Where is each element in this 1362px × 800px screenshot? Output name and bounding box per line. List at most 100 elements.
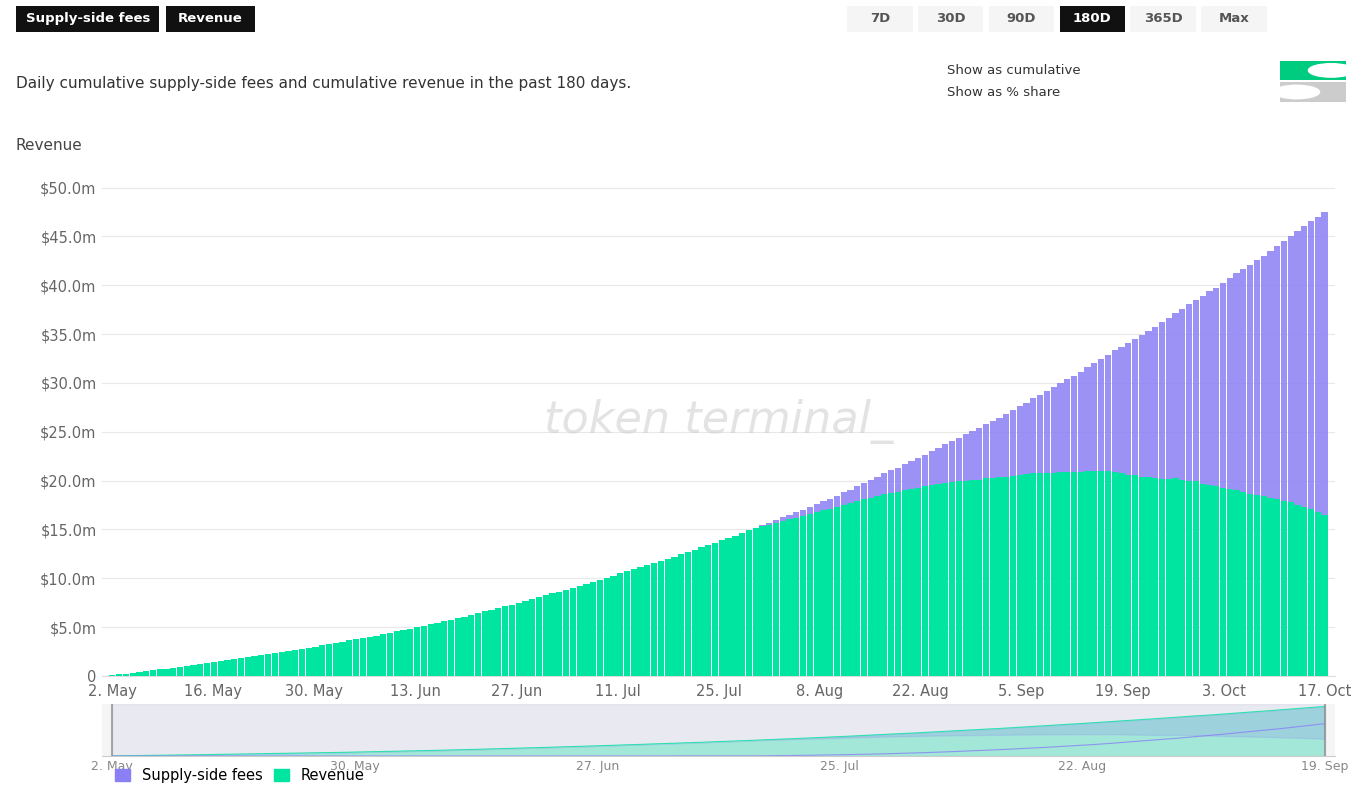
Bar — [1186, 305, 1192, 481]
Bar — [1139, 335, 1145, 477]
Bar — [644, 565, 651, 676]
Text: Revenue: Revenue — [178, 12, 242, 26]
Bar — [977, 480, 982, 676]
Bar — [1207, 485, 1212, 676]
Bar — [949, 482, 955, 676]
Bar — [1152, 478, 1159, 676]
Bar — [772, 520, 779, 523]
Bar — [895, 491, 902, 676]
Bar — [631, 569, 637, 676]
Bar — [799, 510, 806, 516]
Bar — [813, 512, 820, 676]
Bar — [1166, 478, 1171, 676]
Bar — [1030, 473, 1036, 676]
Bar — [576, 586, 583, 676]
Bar — [847, 490, 854, 503]
Bar — [150, 670, 157, 676]
Bar — [827, 498, 834, 509]
Bar — [902, 464, 908, 490]
Bar — [779, 521, 786, 676]
Text: Max: Max — [1219, 12, 1249, 26]
Bar — [373, 635, 380, 676]
Bar — [597, 580, 603, 676]
Bar — [665, 559, 670, 676]
Bar — [563, 590, 569, 676]
Bar — [1077, 372, 1084, 471]
Bar — [1254, 494, 1260, 676]
Bar — [902, 490, 908, 676]
Bar — [1004, 477, 1009, 676]
Bar — [1234, 490, 1239, 676]
Bar — [143, 671, 150, 676]
Bar — [1011, 410, 1016, 475]
Bar — [163, 669, 170, 676]
Bar — [339, 642, 346, 676]
Bar — [1193, 300, 1199, 481]
Text: Show as cumulative: Show as cumulative — [947, 64, 1080, 77]
Bar — [753, 529, 759, 676]
Bar — [922, 486, 928, 676]
Bar — [1036, 473, 1043, 676]
Bar — [1023, 402, 1030, 474]
Bar — [692, 550, 697, 676]
Bar — [840, 505, 847, 676]
Bar — [170, 667, 176, 676]
Bar — [590, 582, 597, 676]
Bar — [1294, 506, 1301, 676]
Bar — [252, 656, 257, 676]
Bar — [760, 526, 765, 676]
Bar — [834, 507, 840, 676]
Bar — [1287, 236, 1294, 502]
Bar — [184, 666, 189, 676]
Bar — [1308, 221, 1314, 509]
Bar — [637, 567, 644, 676]
Bar — [970, 431, 975, 481]
Bar — [915, 488, 921, 676]
Bar — [983, 478, 989, 676]
Bar — [1273, 246, 1280, 499]
Bar — [1105, 471, 1111, 676]
Bar — [414, 627, 421, 676]
Text: Show as % share: Show as % share — [947, 86, 1060, 98]
Text: 180D: 180D — [1073, 12, 1111, 26]
Bar — [1098, 359, 1105, 471]
Bar — [1057, 383, 1064, 472]
Bar — [854, 486, 861, 501]
Bar — [799, 516, 806, 676]
Bar — [861, 483, 868, 499]
Bar — [305, 648, 312, 676]
Bar — [936, 448, 941, 484]
Bar — [956, 438, 962, 482]
Bar — [786, 519, 793, 676]
Bar — [1036, 395, 1043, 473]
Bar — [610, 576, 617, 676]
Bar — [997, 478, 1002, 676]
Bar — [834, 496, 840, 507]
Bar — [990, 478, 996, 676]
Bar — [1011, 475, 1016, 676]
Bar — [1057, 472, 1064, 676]
Bar — [542, 595, 549, 676]
Bar — [1159, 478, 1165, 676]
Bar — [455, 618, 460, 676]
Bar — [1200, 484, 1205, 676]
Bar — [1179, 480, 1185, 676]
Bar — [772, 523, 779, 676]
Bar — [888, 470, 895, 493]
Text: Revenue: Revenue — [16, 138, 83, 153]
Bar — [963, 481, 968, 676]
Bar — [1321, 212, 1328, 515]
Bar — [1301, 226, 1308, 507]
Bar — [685, 552, 691, 676]
Bar — [204, 663, 210, 676]
Bar — [699, 547, 704, 676]
Bar — [1301, 507, 1308, 676]
Bar — [509, 605, 515, 676]
Bar — [448, 620, 454, 676]
Bar — [312, 646, 319, 676]
Bar — [1220, 283, 1226, 488]
Bar — [1207, 291, 1212, 485]
Bar — [1050, 387, 1057, 473]
Bar — [1193, 481, 1199, 676]
Bar — [583, 584, 590, 676]
